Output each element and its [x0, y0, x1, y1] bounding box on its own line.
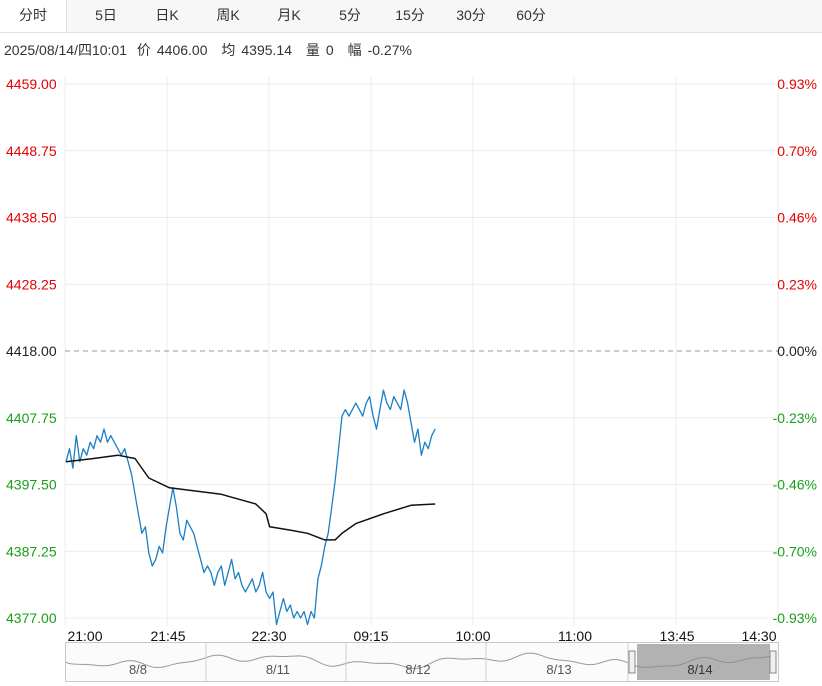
x-axis-time-label: 13:45: [659, 628, 694, 642]
y-axis-percent-label: -0.93%: [773, 610, 817, 626]
y-axis-price-label: 4387.25: [6, 543, 57, 559]
avg-value: 4395.14: [241, 42, 292, 58]
navigator-left-handle[interactable]: [628, 650, 636, 674]
price-value: 4406.00: [156, 42, 208, 58]
avg-label: 均: [221, 42, 236, 58]
y-axis-percent-label: 0.70%: [777, 143, 817, 159]
y-axis-price-label: 4438.50: [6, 210, 57, 226]
y-axis-percent-label: 0.93%: [777, 76, 817, 92]
navigator-svg[interactable]: 8/8 8/11 8/12 8/13 8/14: [65, 643, 778, 681]
navigator-right-handle[interactable]: [769, 650, 777, 674]
x-axis-time-label: 09:15: [353, 628, 388, 642]
y-axis-percent-label: -0.70%: [773, 543, 817, 559]
x-axis-time-label: 21:00: [67, 628, 102, 642]
navigator-label: 8/14: [687, 662, 712, 677]
y-axis-price-label: 4428.25: [6, 276, 57, 292]
period-tabs: 分时 5日 日K 周K 月K 5分 15分 30分 60分: [0, 0, 822, 33]
quote-datetime: 2025/08/14/四10:01: [4, 42, 127, 58]
navigator-window[interactable]: [637, 644, 770, 680]
y-axis-percent-label: 0.23%: [777, 276, 817, 292]
navigator-label: 8/13: [546, 662, 571, 677]
chart-grid: [64, 76, 779, 626]
volume-value: 0: [325, 42, 334, 58]
tab-monthly-k[interactable]: 月K: [277, 7, 301, 23]
x-axis-time-label: 21:45: [150, 628, 185, 642]
chart-labels: 4459.00 0.93% 4448.75 0.70% 4438.50 0.46% 4428…: [6, 76, 817, 642]
x-axis-time-label: 14:30: [741, 628, 776, 642]
y-axis-percent-label: -0.23%: [773, 410, 817, 426]
chart-lines: [65, 389, 436, 626]
y-axis-price-label: 4459.00: [6, 76, 57, 92]
x-axis-time-label: 10:00: [455, 628, 490, 642]
time-navigator[interactable]: 8/8 8/11 8/12 8/13 8/14: [65, 642, 779, 682]
y-axis-price-label: 4407.75: [6, 410, 57, 426]
x-axis-time-label: 11:00: [558, 628, 592, 642]
y-axis-price-label: 4448.75: [6, 143, 57, 159]
y-axis-price-label: 4418.00: [6, 343, 57, 359]
tab-minute[interactable]: 分时: [0, 0, 67, 32]
tab-30min[interactable]: 30分: [456, 7, 486, 23]
price-label: 价: [136, 42, 151, 58]
tab-15min[interactable]: 15分: [395, 7, 425, 23]
tab-5day[interactable]: 5日: [95, 7, 117, 23]
change-label: 幅: [347, 42, 362, 58]
navigator-label: 8/8: [129, 662, 147, 677]
navigator-label: 8/12: [405, 662, 430, 677]
tab-5min[interactable]: 5分: [339, 7, 361, 23]
tab-60min[interactable]: 60分: [516, 7, 546, 23]
y-axis-price-label: 4377.00: [6, 610, 57, 626]
volume-label: 量: [305, 42, 320, 58]
intraday-chart[interactable]: 4459.00 0.93% 4448.75 0.70% 4438.50 0.46% 4428…: [0, 60, 822, 642]
price-line: [65, 389, 436, 626]
y-axis-percent-label: -0.46%: [773, 477, 817, 493]
tab-daily-k[interactable]: 日K: [155, 7, 179, 23]
y-axis-percent-label: 0.00%: [777, 343, 817, 359]
tab-weekly-k[interactable]: 周K: [216, 7, 240, 23]
x-axis-time-label: 22:30: [251, 628, 286, 642]
navigator-label: 8/11: [266, 662, 290, 677]
average-price-line: [65, 454, 436, 541]
y-axis-percent-label: 0.46%: [777, 210, 817, 226]
change-value: -0.27%: [367, 42, 412, 58]
y-axis-price-label: 4397.50: [6, 477, 57, 493]
